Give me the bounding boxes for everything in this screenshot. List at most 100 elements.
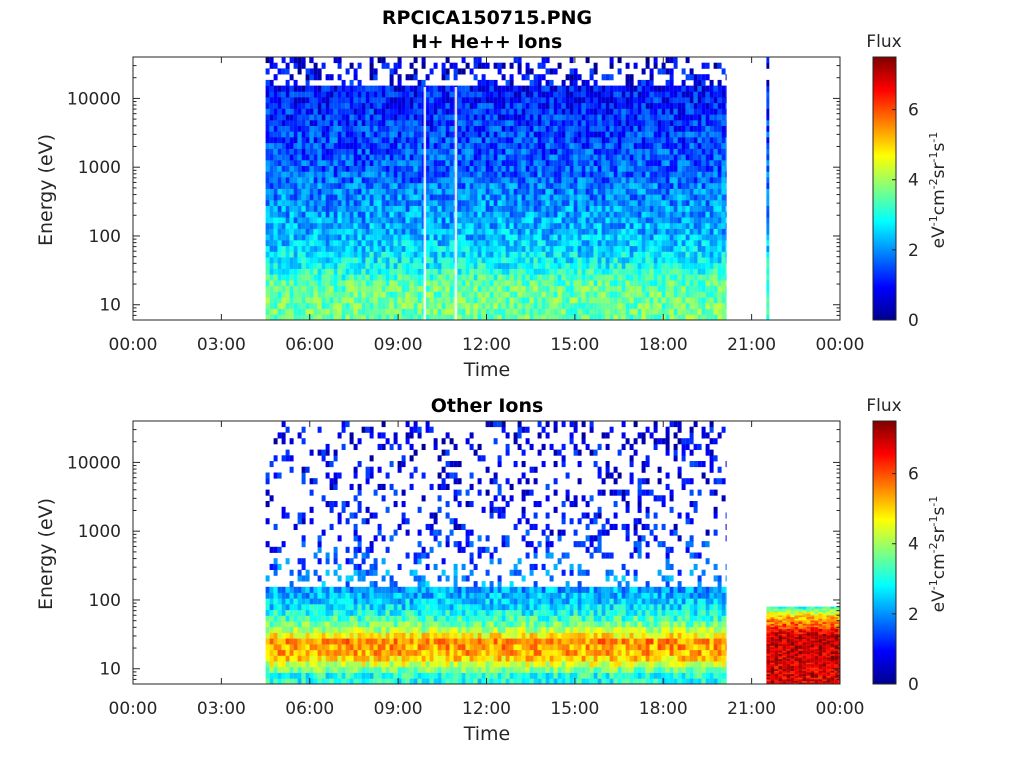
flux-cell	[581, 245, 586, 252]
flux-cell	[605, 74, 610, 81]
flux-cell	[549, 280, 554, 287]
flux-cell	[461, 291, 466, 298]
flux-cell	[285, 91, 290, 98]
flux-cell	[669, 154, 674, 161]
flux-cell	[605, 194, 610, 201]
flux-cell	[365, 177, 370, 184]
flux-cell	[597, 222, 602, 229]
flux-cell	[269, 62, 274, 69]
flux-cell	[429, 205, 434, 212]
flux-cell	[281, 199, 286, 206]
flux-cell	[281, 194, 286, 201]
flux-cell	[601, 125, 606, 132]
flux-cell	[721, 274, 726, 281]
flux-cell	[413, 257, 418, 264]
flux-cell	[525, 125, 530, 132]
flux-cell	[393, 199, 398, 206]
flux-cell	[269, 114, 274, 121]
flux-cell	[289, 314, 294, 321]
flux-cell	[605, 234, 610, 241]
flux-cell	[645, 257, 650, 264]
flux-cell	[713, 199, 718, 206]
flux-cell	[657, 108, 662, 115]
flux-cell	[505, 228, 510, 235]
flux-cell	[433, 137, 438, 144]
flux-cell	[701, 74, 706, 81]
flux-cell	[393, 240, 398, 247]
flux-cell	[349, 91, 354, 98]
flux-cell	[309, 262, 314, 269]
flux-cell	[365, 114, 370, 121]
flux-cell	[361, 211, 366, 218]
flux-cell	[417, 148, 422, 155]
flux-cell	[633, 171, 638, 178]
flux-cell	[545, 114, 550, 121]
flux-cell	[629, 211, 634, 218]
flux-cell	[513, 148, 518, 155]
flux-cell	[277, 308, 282, 315]
flux-cell	[589, 165, 594, 172]
flux-cell	[425, 302, 430, 309]
flux-cell	[477, 79, 482, 86]
flux-cell	[369, 222, 374, 229]
flux-cell	[517, 297, 522, 304]
flux-cell	[697, 85, 702, 92]
flux-cell	[273, 280, 278, 287]
flux-cell	[341, 251, 346, 258]
flux-cell	[709, 131, 714, 138]
flux-cell	[525, 97, 530, 104]
flux-cell	[425, 251, 430, 258]
flux-cell	[665, 199, 670, 206]
flux-cell	[353, 297, 358, 304]
flux-cell	[649, 314, 654, 321]
flux-cell	[597, 85, 602, 92]
flux-cell	[265, 314, 270, 321]
flux-cell	[413, 302, 418, 309]
flux-cell	[389, 268, 394, 275]
flux-cell	[521, 119, 526, 126]
flux-cell	[341, 97, 346, 104]
flux-cell	[377, 159, 382, 166]
flux-cell	[473, 148, 478, 155]
flux-cell	[665, 165, 670, 172]
flux-cell	[509, 125, 514, 132]
flux-cell	[557, 165, 562, 172]
flux-cell	[473, 280, 478, 287]
flux-cell	[541, 205, 546, 212]
flux-cell	[637, 234, 642, 241]
flux-cell	[337, 154, 342, 161]
flux-cell	[633, 91, 638, 98]
flux-cell	[285, 297, 290, 304]
flux-cell	[429, 302, 434, 309]
flux-cell	[705, 165, 710, 172]
flux-cell	[377, 257, 382, 264]
flux-cell	[397, 314, 402, 321]
flux-cell	[405, 217, 410, 224]
flux-cell	[665, 154, 670, 161]
flux-cell	[297, 302, 302, 309]
flux-cell	[389, 79, 394, 86]
flux-cell	[437, 148, 442, 155]
flux-cell	[649, 262, 654, 269]
flux-cell	[401, 131, 406, 138]
flux-cell	[505, 188, 510, 195]
flux-cell	[713, 159, 718, 166]
flux-cell	[433, 240, 438, 247]
flux-cell	[569, 85, 574, 92]
flux-cell	[613, 131, 618, 138]
flux-cell	[725, 262, 727, 269]
flux-cell	[513, 297, 518, 304]
flux-cell	[333, 302, 338, 309]
flux-cell	[449, 142, 454, 149]
flux-cell	[573, 297, 578, 304]
flux-cell	[649, 131, 654, 138]
flux-cell	[601, 194, 606, 201]
flux-cell	[449, 222, 454, 229]
flux-cell	[357, 234, 362, 241]
flux-cell	[537, 251, 542, 258]
flux-cell	[269, 302, 274, 309]
flux-cell	[405, 97, 410, 104]
flux-cell	[281, 97, 286, 104]
flux-cell	[393, 85, 398, 92]
flux-cell	[309, 240, 314, 247]
